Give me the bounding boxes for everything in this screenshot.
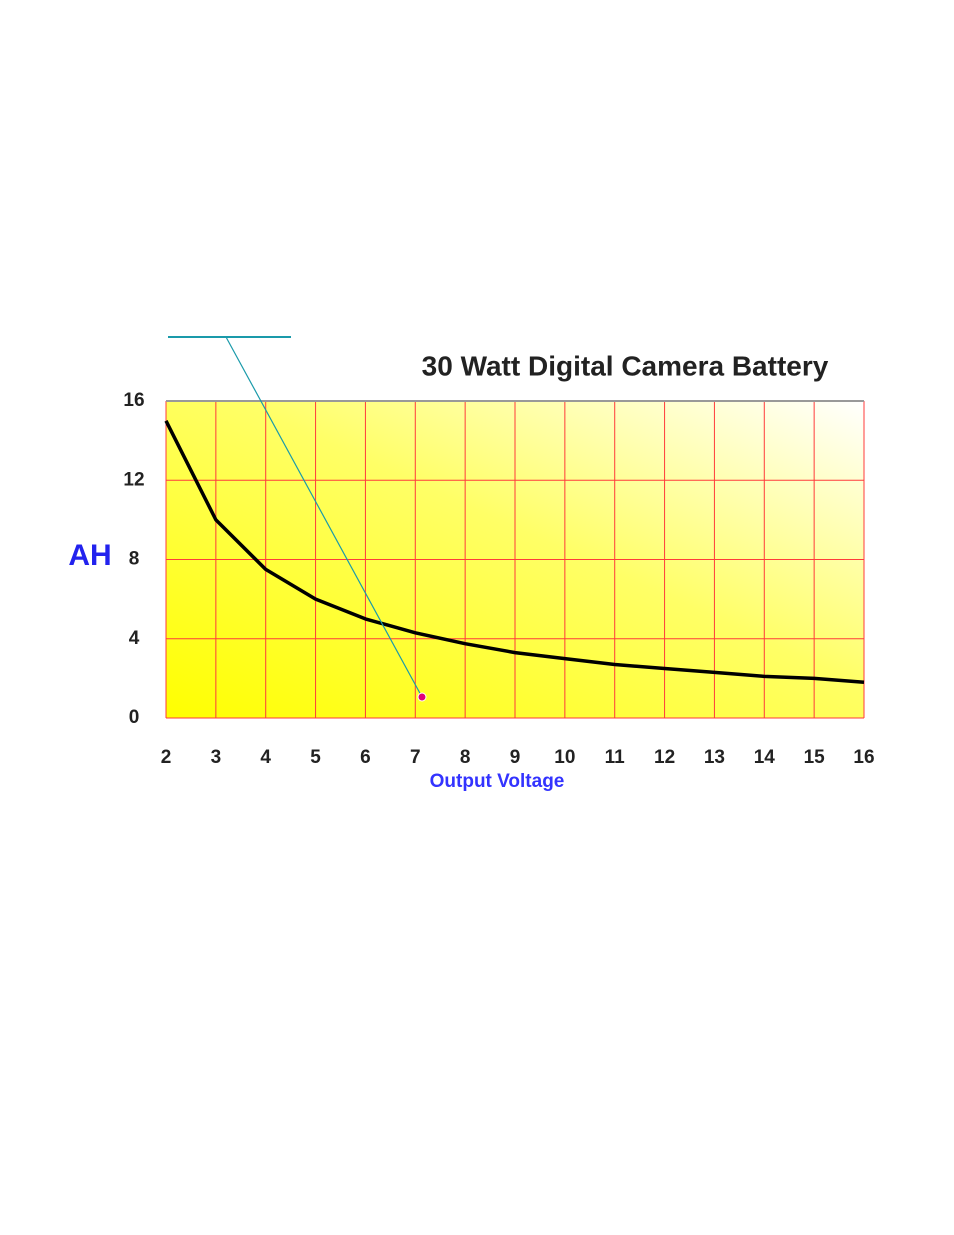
y-tick-label: 0 — [129, 707, 140, 728]
ticks: 2 3 4 5 6 7 8 9 10 11 12 13 14 15 16 0 4 8 12 16 — [123, 390, 874, 768]
annotation-leader — [225, 336, 423, 698]
y-axis-label: AH — [68, 539, 111, 572]
series — [164, 420, 865, 685]
x-tick-label: 8 — [460, 747, 471, 768]
x-tick-label: 4 — [260, 747, 271, 768]
x-tick-label: 10 — [554, 747, 575, 768]
x-axis-label: Output Voltage — [430, 771, 565, 792]
y-tick-label: 4 — [129, 628, 140, 649]
x-tick-label: 14 — [754, 747, 776, 768]
y-tick-label: 16 — [123, 390, 144, 411]
y-tick-label: 12 — [123, 469, 144, 490]
x-tick-label: 9 — [510, 747, 521, 768]
x-tick-label: 3 — [211, 747, 222, 768]
chart-title: 30 Watt Digital Camera Battery — [422, 350, 829, 381]
annotation-dot — [417, 692, 427, 702]
data-line — [164, 420, 865, 685]
x-tick-label: 5 — [310, 747, 321, 768]
x-tick-label: 6 — [360, 747, 371, 768]
x-tick-label: 13 — [704, 747, 725, 768]
x-tick-label: 11 — [605, 747, 626, 768]
y-tick-label: 8 — [129, 549, 140, 570]
x-tick-label: 12 — [654, 747, 675, 768]
x-tick-label: 16 — [853, 747, 874, 768]
x-tick-label: 2 — [161, 747, 172, 768]
x-tick-label: 7 — [410, 747, 421, 768]
x-tick-label: 15 — [804, 747, 826, 768]
